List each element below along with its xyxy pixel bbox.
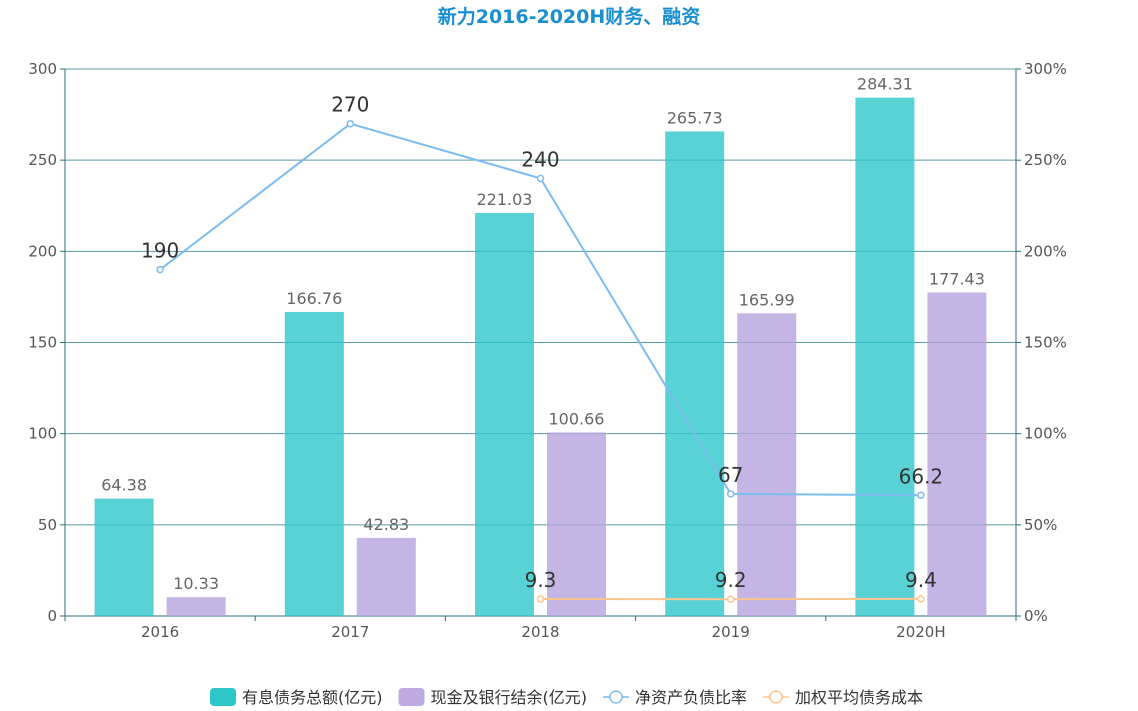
- legend-swatch: [398, 688, 425, 706]
- line-value-label: 66.2: [899, 464, 944, 488]
- legend-marker-icon: [609, 690, 623, 704]
- bar-value-label: 100.66: [549, 409, 605, 428]
- line-value-label: 9.2: [715, 568, 747, 592]
- bar: [166, 597, 226, 616]
- line-value-label: 9.4: [905, 568, 937, 592]
- bar-value-label: 64.38: [101, 476, 147, 495]
- chart-title: 新力2016-2020H财务、融资: [437, 6, 701, 28]
- right-axis-tick-label: 50%: [1024, 516, 1057, 534]
- bar: [665, 131, 725, 616]
- bar-value-label: 177.43: [929, 269, 985, 288]
- legend-item-label: 加权平均债务成本: [795, 688, 923, 707]
- line-value-label: 9.3: [525, 568, 557, 592]
- x-axis-tick-label: 2016: [141, 623, 179, 641]
- right-axis-tick-label: 150%: [1024, 334, 1067, 352]
- line-point: [726, 595, 735, 603]
- line-point: [726, 490, 735, 498]
- left-axis-tick-label: 150: [28, 334, 57, 352]
- left-axis-tick-label: 200: [28, 242, 57, 260]
- left-axis-tick-label: 300: [28, 60, 57, 78]
- left-axis-tick-label: 0: [47, 607, 57, 625]
- bar-value-label: 221.03: [477, 190, 533, 209]
- bar: [737, 313, 797, 616]
- bar-value-label: 165.99: [739, 290, 795, 309]
- legend-swatch: [210, 688, 236, 706]
- line-point: [917, 491, 925, 500]
- line-value-label: 270: [331, 93, 369, 117]
- bar-value-label: 42.83: [363, 515, 409, 534]
- bar-value-label: 265.73: [667, 108, 723, 127]
- line-value-label: 67: [718, 463, 743, 487]
- bar: [356, 537, 416, 616]
- legend-marker-icon: [769, 690, 783, 704]
- left-axis-tick-label: 50: [38, 516, 57, 534]
- line-point: [536, 174, 545, 183]
- line-point: [156, 265, 164, 274]
- line-point: [536, 595, 545, 603]
- right-axis-tick-label: 100%: [1024, 425, 1067, 443]
- x-axis-tick-label: 2017: [331, 623, 369, 641]
- line-point: [917, 595, 925, 603]
- x-axis-tick-label: 2019: [712, 623, 750, 641]
- left-axis-tick-label: 100: [28, 425, 57, 443]
- x-axis-tick-label: 2020H: [896, 623, 945, 641]
- bar: [475, 212, 534, 616]
- line-value-label: 190: [141, 239, 179, 263]
- bar: [855, 97, 915, 617]
- right-axis-tick-label: 250%: [1024, 151, 1067, 169]
- line-point: [346, 119, 355, 128]
- bar: [94, 498, 154, 616]
- bar-value-label: 284.31: [857, 75, 913, 94]
- bar-value-label: 10.33: [173, 574, 219, 593]
- right-axis-tick-label: 300%: [1024, 60, 1067, 78]
- legend-item-label: 有息债务总额(亿元): [242, 688, 383, 707]
- line-value-label: 240: [521, 147, 559, 171]
- x-axis-tick-label: 2018: [521, 623, 559, 641]
- bar-value-label: 166.76: [286, 289, 342, 308]
- bar: [927, 292, 987, 616]
- bar: [547, 432, 606, 616]
- legend-item-label: 净资产负债比率: [635, 688, 747, 707]
- left-axis-tick-label: 250: [28, 151, 57, 169]
- right-axis-tick-label: 0%: [1024, 607, 1048, 625]
- legend-item-label: 现金及银行结余(亿元): [431, 688, 588, 707]
- bar: [284, 311, 344, 616]
- right-axis-tick-label: 200%: [1024, 242, 1067, 260]
